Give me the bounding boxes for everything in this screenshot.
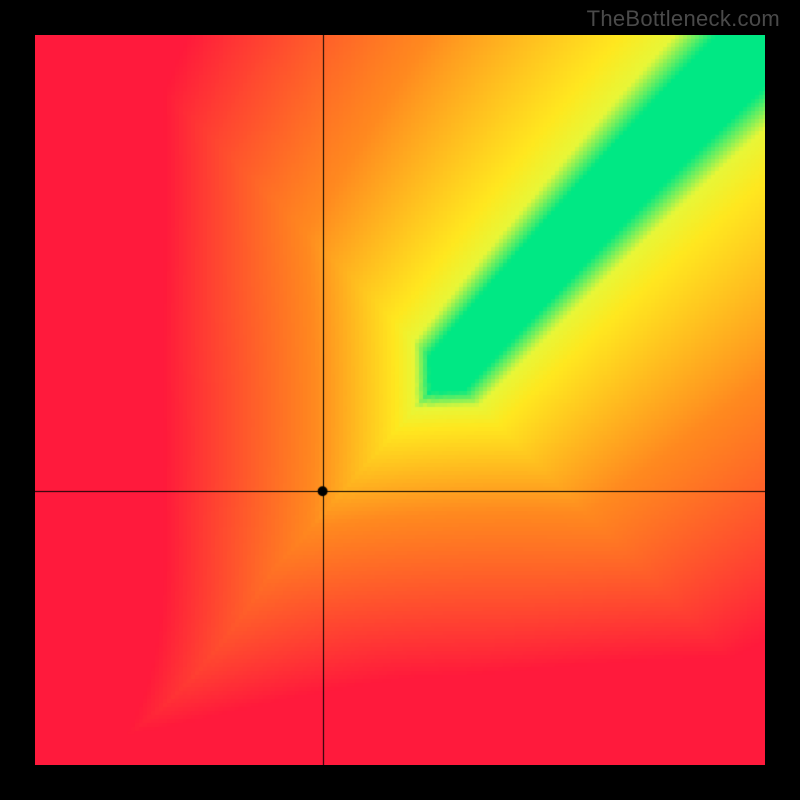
watermark-text: TheBottleneck.com (587, 6, 780, 32)
chart-frame: TheBottleneck.com (0, 0, 800, 800)
crosshair-overlay (35, 35, 765, 765)
